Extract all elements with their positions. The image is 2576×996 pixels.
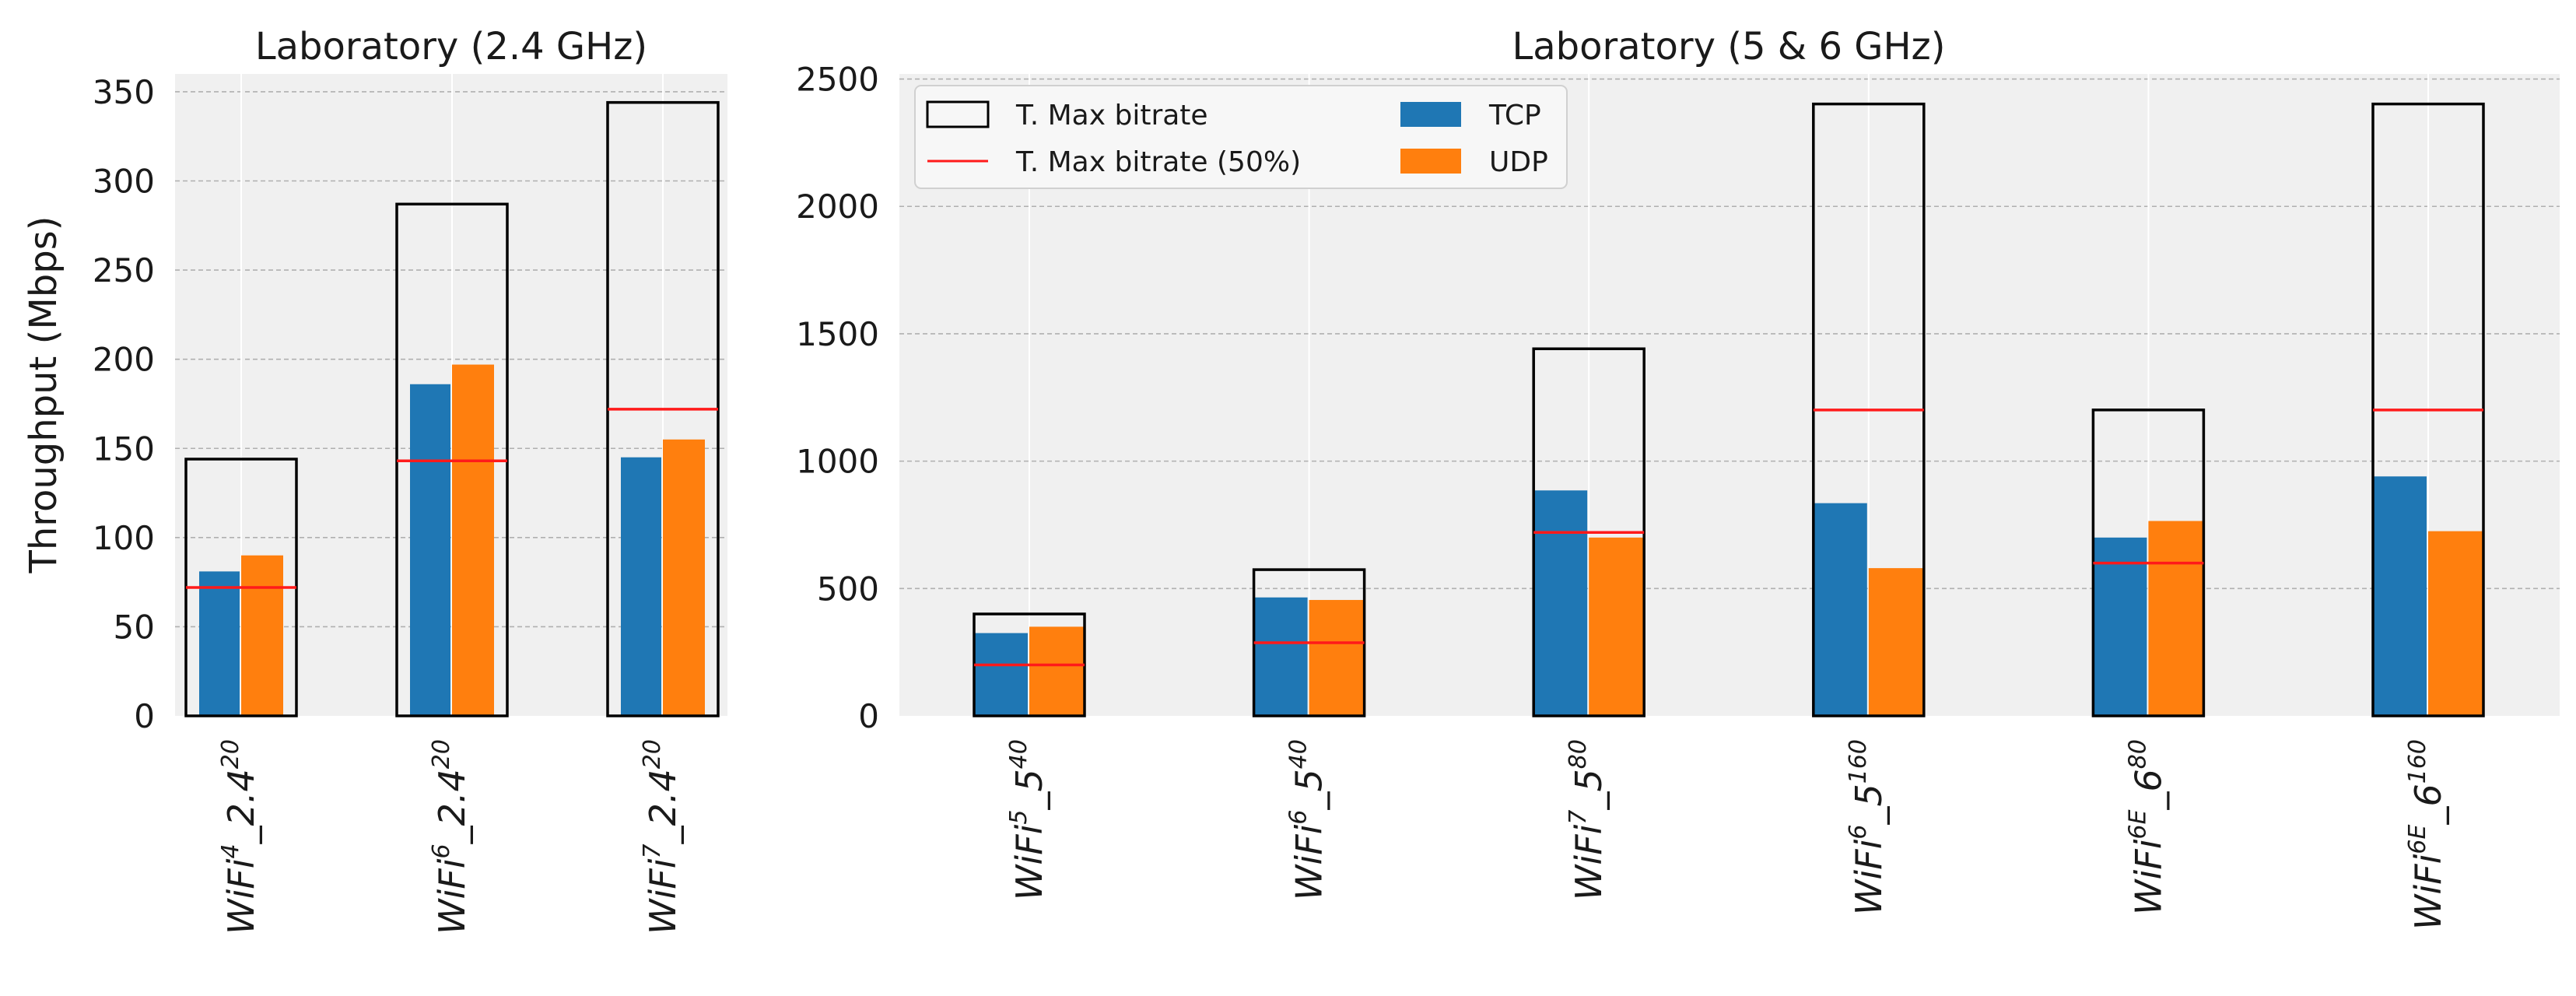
- bar-tcp: [1533, 490, 1588, 716]
- legend-swatch-max-bitrate: [926, 100, 990, 128]
- panel-2.4ghz: 0 50 100 150 200 250 300 350 WiFi4_2.420 WiFi6_2…: [22, 25, 727, 935]
- legend-swatch-tcp: [1400, 102, 1461, 127]
- x-tick-label: WiFi6_2.420: [428, 739, 473, 935]
- y-tick-label: 350: [93, 73, 155, 111]
- bars-2.4ghz: [184, 100, 720, 717]
- legend-label-max-bitrate-50: T. Max bitrate (50%): [1015, 146, 1301, 178]
- y-tick-label: 150: [93, 430, 155, 468]
- bar-udp: [1029, 626, 1085, 716]
- svg-text:WiFi5_540: WiFi5_540: [1005, 739, 1050, 900]
- title-2.4ghz: Laboratory (2.4 GHz): [255, 25, 647, 68]
- x-tick-label: WiFi6E_680: [2124, 739, 2169, 915]
- y-tick-label: 100: [93, 519, 155, 557]
- y-tick-label: 2000: [796, 188, 879, 226]
- gridlines-5-6ghz: [899, 74, 2560, 716]
- bar-udp: [1868, 568, 1924, 716]
- title-5-6ghz: Laboratory (5 & 6 GHz): [1512, 25, 1946, 68]
- bar-udp: [2428, 531, 2483, 716]
- y-tick-label: 250: [93, 251, 155, 289]
- bars-5-6ghz: [973, 102, 2485, 717]
- bar-tcp: [2373, 476, 2427, 716]
- x-ticks-5-6ghz: WiFi5_540 WiFi6_540 WiFi7_580 WiFi6_5160 WiF…: [1005, 739, 2449, 930]
- y-ticks-5-6ghz: 0 500 1000 1500 2000 2500: [796, 61, 879, 735]
- svg-text:WiFi6_2.420: WiFi6_2.420: [428, 739, 473, 935]
- bar-tcp: [410, 384, 450, 716]
- bar-udp: [241, 555, 283, 716]
- x-tick-label: WiFi6E_6160: [2404, 739, 2449, 930]
- y-tick-label: 1500: [796, 315, 879, 353]
- x-tick-label: WiFi6_5160: [1845, 739, 1890, 915]
- y-tick-label: 50: [114, 608, 155, 646]
- legend: T. Max bitrate T. Max bitrate (50%) TCP …: [914, 85, 1568, 189]
- y-tick-label: 500: [817, 570, 879, 608]
- y-tick-label: 300: [93, 163, 155, 201]
- x-tick-label: WiFi7_2.420: [639, 739, 684, 935]
- y-tick-label: 0: [134, 697, 155, 735]
- bar-tcp: [1813, 503, 1867, 716]
- x-tick-label: WiFi4_2.420: [217, 739, 262, 935]
- y-tick-label: 1000: [796, 443, 879, 481]
- bar-udp: [452, 364, 494, 716]
- x-tick-label: WiFi5_540: [1005, 739, 1050, 900]
- bar-udp: [1589, 537, 1645, 716]
- y-tick-label: 0: [858, 697, 879, 735]
- bar-udp: [2148, 521, 2204, 716]
- svg-text:WiFi4_2.420: WiFi4_2.420: [217, 739, 262, 935]
- svg-text:WiFi6E_680: WiFi6E_680: [2124, 739, 2169, 915]
- legend-label-tcp: TCP: [1488, 100, 1541, 132]
- y-axis-label: Throughput (Mbps): [22, 216, 65, 574]
- bar-tcp: [199, 571, 240, 716]
- bar-tcp: [974, 633, 1028, 716]
- y-tick-label: 2500: [796, 61, 879, 99]
- y-tick-label: 200: [93, 341, 155, 379]
- legend-label-max-bitrate: T. Max bitrate: [1015, 100, 1208, 132]
- x-tick-label: WiFi7_580: [1565, 739, 1610, 900]
- x-tick-label: WiFi6_540: [1285, 739, 1330, 900]
- y-ticks-2.4ghz: 0 50 100 150 200 250 300 350: [93, 73, 155, 735]
- bar-tcp: [1253, 597, 1308, 716]
- svg-text:WiFi6_540: WiFi6_540: [1285, 739, 1330, 900]
- legend-swatch-udp: [1400, 149, 1461, 174]
- bar-udp: [1309, 600, 1365, 716]
- svg-text:WiFi6E_6160: WiFi6E_6160: [2404, 739, 2449, 930]
- svg-text:WiFi7_2.420: WiFi7_2.420: [639, 739, 684, 935]
- svg-text:WiFi6_5160: WiFi6_5160: [1845, 739, 1890, 915]
- x-ticks-2.4ghz: WiFi4_2.420 WiFi6_2.420 WiFi7_2.420: [217, 739, 684, 935]
- svg-text:WiFi7_580: WiFi7_580: [1565, 739, 1610, 900]
- legend-label-udp: UDP: [1489, 146, 1548, 178]
- bar-tcp: [2093, 537, 2147, 716]
- bar-tcp: [621, 457, 661, 716]
- bar-udp: [663, 439, 705, 716]
